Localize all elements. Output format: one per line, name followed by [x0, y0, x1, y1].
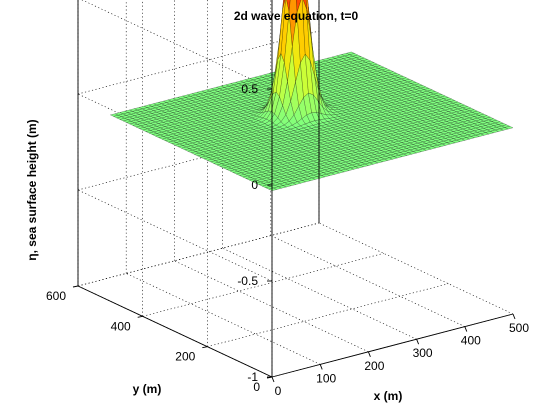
- x-tick-label: 100: [316, 371, 336, 385]
- z-tick-label: -1: [247, 370, 258, 384]
- y-axis-label: y (m): [133, 382, 162, 396]
- x-tick-mark: [464, 326, 468, 332]
- grid-line: [207, 283, 449, 347]
- surface-patch: [282, 0, 286, 9]
- x-tick-mark: [416, 339, 420, 345]
- x-axis-label: x (m): [374, 389, 403, 403]
- x-axis-line: [271, 313, 514, 378]
- z-tick-label: 0.5: [241, 82, 258, 96]
- x-tick-label: 400: [461, 334, 481, 348]
- x-tick-label: 200: [364, 359, 384, 373]
- axes: [72, 0, 516, 383]
- z-tick-label: -0.5: [237, 274, 258, 288]
- y-tick-mark: [72, 285, 79, 288]
- x-tick-mark: [512, 313, 516, 320]
- surface-patch: [504, 126, 514, 130]
- grid-line: [174, 260, 369, 353]
- x-tick-label: 0: [275, 384, 282, 398]
- y-tick-mark: [137, 315, 143, 318]
- grid-line: [126, 273, 321, 365]
- grid-line: [318, 222, 514, 315]
- chart-title: 2d wave equation, t=0: [234, 9, 359, 23]
- y-tick-label: 600: [46, 289, 66, 303]
- x-tick-mark: [367, 351, 371, 357]
- grid-line: [222, 247, 417, 340]
- grid-line: [77, 189, 273, 282]
- z-tick-label: 0: [251, 178, 258, 192]
- surface-mesh: [109, 0, 514, 191]
- y-tick-label: 0: [253, 380, 260, 394]
- y-tick-label: 400: [111, 319, 131, 333]
- y-tick-label: 200: [175, 350, 195, 364]
- z-axis-label: η, sea surface height (m): [25, 119, 39, 260]
- y-axis-line: [77, 285, 273, 378]
- x-tick-mark: [271, 376, 275, 383]
- grid-line: [270, 235, 465, 327]
- y-tick-mark: [202, 346, 208, 349]
- x-tick-label: 500: [509, 321, 529, 335]
- x-tick-label: 300: [413, 346, 433, 360]
- x-tick-mark: [319, 364, 323, 370]
